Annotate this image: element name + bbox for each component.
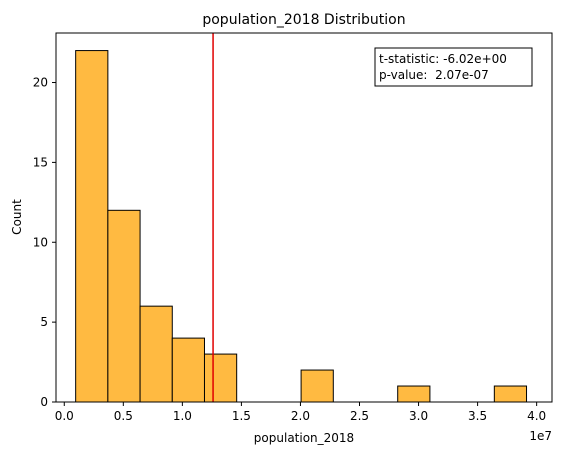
t-statistic-text: t-statistic: -6.02e+00 <box>379 52 507 66</box>
plot-frame <box>55 32 553 403</box>
x-tick-label: 1.5 <box>232 409 251 423</box>
histogram-bar <box>300 369 334 403</box>
histogram-bar <box>107 209 141 403</box>
x-tick-label: 3.5 <box>468 409 487 423</box>
x-axis-label: population_2018 <box>254 431 354 445</box>
y-tick-label: 0 <box>40 395 48 409</box>
y-tick-label: 10 <box>33 235 48 249</box>
x-tick-label: 1.0 <box>173 409 192 423</box>
stats-box-frame <box>374 47 533 87</box>
x-axis-multiplier: 1e7 <box>529 429 552 443</box>
histogram-bar <box>397 385 431 403</box>
y-tick-label: 20 <box>33 76 48 90</box>
histogram-bars <box>75 50 528 403</box>
x-tick-label: 2.0 <box>291 409 310 423</box>
y-tick-label: 15 <box>33 155 48 169</box>
histogram-bar <box>493 385 528 403</box>
x-tick-label: 3.0 <box>409 409 428 423</box>
y-axis-ticks: 0 5 10 15 20 <box>33 76 56 409</box>
x-tick-label: 2.5 <box>350 409 369 423</box>
histogram-bar <box>171 337 205 403</box>
histogram-bar <box>75 50 109 403</box>
histogram-bar <box>139 305 173 403</box>
x-axis-ticks: 0.0 0.5 1.0 1.5 2.0 2.5 3.0 3.5 4.0 <box>55 402 546 423</box>
x-tick-label: 4.0 <box>527 409 546 423</box>
x-tick-label: 0.0 <box>55 409 74 423</box>
stats-box: t-statistic: -6.02e+00 p-value: 2.07e-07 <box>374 47 533 87</box>
y-tick-label: 5 <box>40 315 48 329</box>
y-axis-label: Count <box>10 199 24 235</box>
chart-title: population_2018 Distribution <box>202 12 405 28</box>
p-value-text: p-value: 2.07e-07 <box>379 68 489 82</box>
histogram-bar <box>203 353 238 403</box>
x-tick-label: 0.5 <box>114 409 133 423</box>
